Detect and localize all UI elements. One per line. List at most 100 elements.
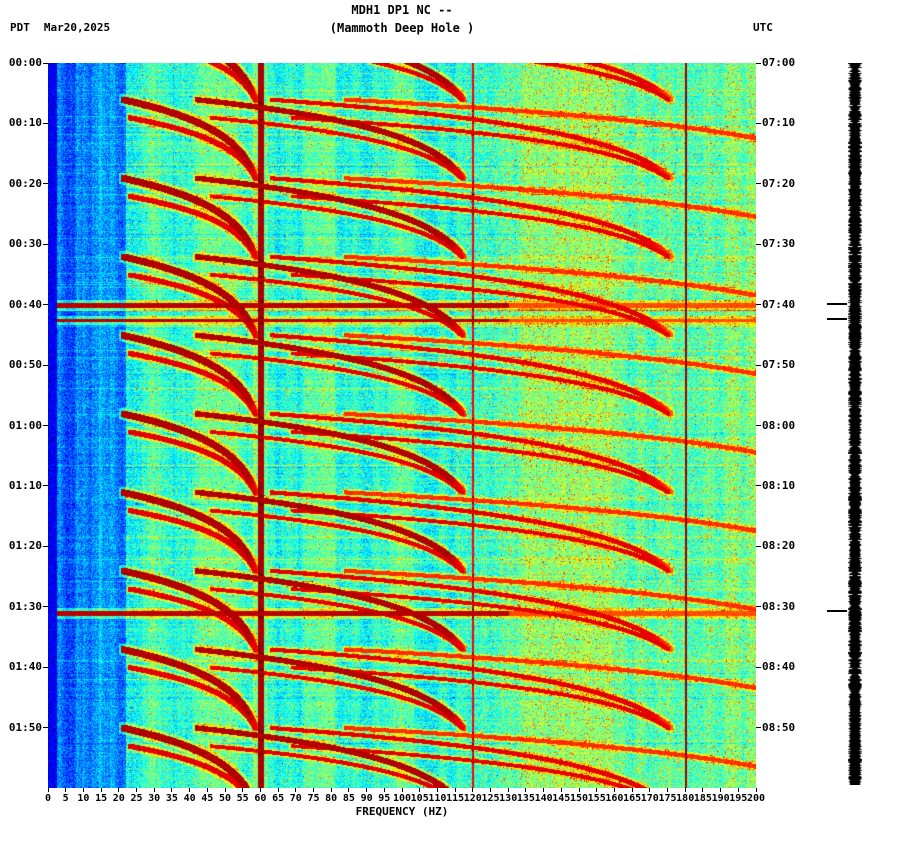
freq-tick: [295, 788, 297, 792]
page-title: MDH1 DP1 NC --: [351, 3, 453, 17]
freq-tick-label: 45: [201, 793, 214, 804]
freq-tick: [631, 788, 633, 792]
freq-tick: [47, 788, 49, 792]
freq-tick-label: 110: [428, 793, 447, 804]
freq-tick: [171, 788, 173, 792]
time-tick-right: [756, 183, 761, 185]
time-tick-left: [43, 425, 48, 426]
time-tick-label-left: 00:30: [8, 237, 42, 251]
freq-tick: [82, 788, 84, 792]
time-tick-left: [43, 243, 48, 245]
freq-tick: [401, 788, 403, 792]
freq-tick: [755, 788, 757, 792]
freq-tick-label: 165: [623, 793, 642, 804]
freq-tick: [525, 788, 527, 792]
date-label: Mar20,2025: [43, 21, 111, 34]
freq-tick: [490, 788, 491, 792]
freq-tick-label: 185: [693, 793, 712, 804]
freq-tick: [277, 788, 279, 792]
freq-tick-label: 155: [587, 793, 606, 804]
freq-tick-label: 70: [289, 793, 302, 804]
spectrogram-heatmap: [48, 63, 756, 788]
time-tick-label-left: 00:00: [8, 56, 42, 69]
time-tick-left: [43, 727, 48, 729]
freq-tick: [649, 788, 651, 792]
freq-tick: [348, 788, 350, 792]
freq-tick-label: 20: [112, 793, 125, 804]
freq-tick: [720, 788, 722, 792]
freq-tick: [100, 788, 102, 792]
freq-tick-label: 160: [605, 793, 624, 804]
freq-tick: [259, 788, 261, 792]
freq-tick: [189, 788, 191, 792]
freq-tick: [136, 788, 137, 792]
time-tick-label-left: 01:30: [8, 599, 42, 613]
freq-tick-label: 100: [392, 793, 412, 804]
time-tick-label-right: 08:00: [762, 418, 796, 432]
freq-tick-label: 130: [499, 793, 518, 804]
freq-tick-label: 0: [44, 793, 52, 804]
freq-tick: [436, 788, 438, 792]
strip-tick: [827, 302, 847, 305]
freq-tick-label: 145: [552, 793, 571, 804]
time-tick-left: [43, 545, 48, 547]
time-tick-label-right: 08:50: [762, 720, 796, 734]
freq-tick-label: 90: [360, 793, 373, 804]
time-tick-label-right: 07:30: [762, 237, 796, 251]
time-tick-left: [43, 666, 48, 668]
freq-tick-label: 190: [711, 793, 730, 804]
freq-tick: [454, 788, 456, 792]
time-tick-left: [43, 606, 48, 608]
time-tick-label-left: 00:40: [8, 297, 42, 311]
freq-tick: [684, 788, 686, 792]
time-tick-label-right: 07:20: [762, 176, 796, 190]
freq-tick: [472, 788, 474, 792]
freq-tick: [206, 788, 208, 792]
freq-tick-label: 140: [534, 793, 553, 804]
time-tick-label-right: 08:30: [762, 599, 796, 613]
time-tick-right: [756, 425, 761, 426]
time-tick-left: [43, 364, 48, 366]
time-tick-left: [43, 304, 48, 306]
time-tick-right: [756, 727, 761, 729]
time-tick-label-left: 01:00: [8, 418, 42, 432]
freq-tick: [118, 788, 120, 792]
time-tick-label-right: 08:10: [762, 478, 796, 492]
freq-tick-label: 10: [77, 793, 90, 804]
time-tick-right: [756, 304, 761, 306]
strip-tick: [827, 317, 847, 320]
time-tick-label-left: 01:40: [8, 660, 42, 674]
time-tick-label-left: 00:20: [8, 176, 42, 190]
freq-tick-label: 125: [481, 793, 500, 804]
freq-tick-label: 95: [378, 793, 391, 804]
freq-tick-label: 5: [62, 793, 69, 804]
freq-tick: [737, 788, 739, 792]
freq-tick: [313, 788, 314, 792]
freq-tick: [65, 788, 67, 792]
time-tick-right: [756, 485, 761, 487]
freq-tick-label: 75: [307, 793, 320, 804]
time-tick-label-right: 07:10: [762, 116, 796, 130]
freq-tick: [702, 788, 704, 792]
time-tick-label-left: 00:10: [8, 116, 42, 130]
time-tick-label-right: 07:00: [762, 56, 796, 69]
time-tick-label-left: 00:50: [8, 358, 42, 372]
page-subtitle: (Mammoth Deep Hole ): [329, 21, 475, 35]
time-tick-label-left: 01:20: [8, 539, 42, 553]
freq-tick-label: 50: [218, 793, 232, 804]
time-tick-left: [43, 122, 48, 124]
freq-tick: [242, 788, 244, 792]
time-tick-label-right: 07:50: [762, 358, 796, 372]
time-tick-label-right: 07:40: [762, 297, 796, 311]
freq-tick-label: 80: [325, 793, 338, 804]
time-tick-left: [43, 183, 48, 185]
timezone-date-label: PDT Mar20,2025: [10, 21, 110, 34]
strip-tick: [827, 609, 847, 612]
time-tick-label-left: 01:50: [8, 720, 42, 734]
freq-tick: [578, 788, 580, 792]
time-tick-label-right: 08:40: [762, 660, 796, 674]
freq-tick-label: 115: [446, 793, 465, 804]
timezone-right-label: UTC: [753, 21, 773, 34]
freq-tick-label: 135: [516, 793, 535, 804]
